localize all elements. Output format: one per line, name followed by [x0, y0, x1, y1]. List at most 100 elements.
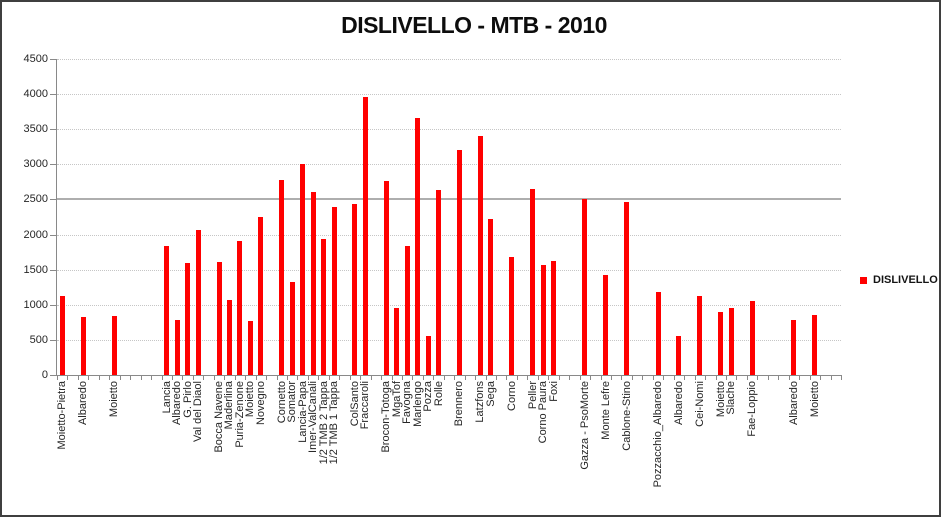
x-axis-tick [213, 376, 215, 380]
x-axis-category-label: Val del Diaol [192, 381, 205, 442]
x-axis-tick [381, 376, 383, 380]
x-axis-category-label: Monte Lefre [599, 381, 612, 440]
x-axis-category-label: Moietto [808, 381, 821, 418]
x-axis-tick [401, 376, 403, 380]
bar [477, 135, 483, 375]
x-axis-tick [579, 376, 581, 380]
x-axis-tick [778, 376, 780, 380]
y-axis-tick-label: 2000 [23, 228, 48, 241]
bar [425, 336, 431, 375]
x-axis-tick [527, 376, 529, 380]
x-axis-tick [600, 376, 602, 380]
y-axis-tick [50, 129, 57, 131]
bar [718, 311, 724, 375]
bar [456, 149, 462, 375]
bar [216, 261, 222, 375]
x-axis-tick [349, 376, 351, 380]
x-axis-category-label: Gazza - PsoMorte [578, 381, 591, 470]
x-axis-tick [88, 376, 90, 380]
x-axis-tick [684, 376, 686, 380]
x-axis-tick [57, 376, 58, 380]
x-axis-tick [736, 376, 738, 380]
y-axis-tick-label: 4000 [23, 88, 48, 101]
y-axis-tick-label: 2500 [23, 193, 48, 206]
y-axis-tick [50, 304, 57, 306]
x-axis-category-label: Moietto-Pietra [56, 381, 69, 450]
x-axis-tick [234, 376, 236, 380]
x-axis-tick [297, 376, 299, 380]
bar [362, 96, 368, 375]
gridline [57, 129, 841, 131]
legend-label: DISLIVELLO [873, 274, 938, 286]
bar [164, 245, 170, 375]
bar [551, 261, 557, 375]
x-axis-tick [746, 376, 748, 380]
bar [540, 265, 546, 375]
x-axis-tick [454, 376, 456, 380]
bar [300, 164, 306, 375]
x-axis-tick [558, 376, 560, 380]
y-axis-tick [50, 199, 57, 201]
bar [331, 207, 337, 375]
y-axis-tick [50, 164, 57, 166]
y-axis-tick [50, 339, 57, 341]
bar [749, 301, 755, 375]
x-axis-tick [705, 376, 707, 380]
x-axis-tick [715, 376, 717, 380]
x-axis-tick [360, 376, 362, 380]
y-axis-tick-label: 4500 [23, 53, 48, 65]
bar [582, 199, 588, 375]
bar [174, 320, 180, 375]
x-axis-tick [475, 376, 477, 380]
x-axis-tick [391, 376, 393, 380]
x-axis-tick [276, 376, 278, 380]
bar [415, 117, 421, 375]
x-axis-tick [694, 376, 696, 380]
y-axis-tick [50, 269, 57, 271]
x-axis-tick [370, 376, 372, 380]
x-axis-tick [318, 376, 320, 380]
bar [279, 180, 285, 375]
x-axis-category-label: Corno [505, 381, 518, 411]
x-axis-tick [328, 376, 330, 380]
y-axis-tick-label: 3500 [23, 123, 48, 136]
x-axis-tick [224, 376, 226, 380]
x-axis-tick [496, 376, 498, 380]
x-axis-tick [590, 376, 592, 380]
x-axis-tick [841, 376, 842, 380]
bar [530, 188, 536, 375]
x-axis-category-label: Cei-Nomi [693, 381, 706, 427]
y-axis-tick [50, 375, 57, 376]
x-axis-category-label: Foxi [547, 381, 560, 402]
x-axis-tick [245, 376, 247, 380]
bar [352, 204, 358, 375]
bar [310, 191, 316, 375]
x-axis-category-label: Sega [484, 381, 497, 407]
x-axis-tick [255, 376, 257, 380]
gridline [57, 304, 841, 306]
y-axis-tick-label: 3000 [23, 158, 48, 171]
x-axis-tick [621, 376, 623, 380]
x-axis-tick [516, 376, 518, 380]
x-axis-category-label: Novegno [254, 381, 267, 426]
gridline [57, 59, 841, 60]
bar [226, 299, 232, 375]
x-axis-tick [799, 376, 801, 380]
gridline [57, 339, 841, 341]
bar [436, 189, 442, 375]
x-axis-tick [569, 376, 571, 380]
bar [676, 336, 682, 375]
x-axis-tick [788, 376, 790, 380]
x-axis-tick [98, 376, 100, 380]
x-axis-tick [266, 376, 268, 380]
bar [603, 274, 609, 375]
gridline [57, 234, 841, 236]
bar [812, 314, 818, 375]
x-axis-tick [140, 376, 142, 380]
bar [59, 296, 65, 375]
legend: DISLIVELLO [860, 274, 938, 286]
y-axis-tick [50, 94, 57, 96]
y-axis-tick [50, 234, 57, 236]
x-axis-tick [663, 376, 665, 380]
